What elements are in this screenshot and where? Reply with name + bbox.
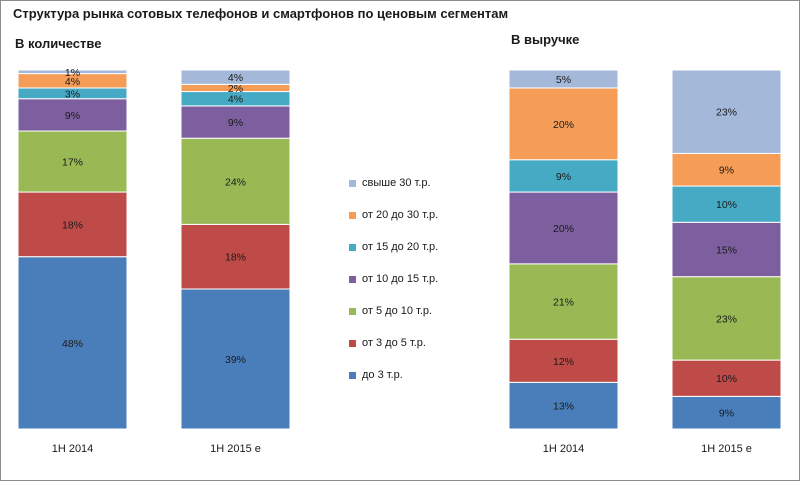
panel-subtitle-quantity: В количестве (15, 36, 102, 51)
legend-swatch (349, 276, 356, 283)
data-label: 13% (553, 401, 574, 413)
data-label: 4% (65, 76, 80, 88)
legend-label: до 3 т.р. (362, 369, 403, 381)
bar-segment (671, 359, 782, 397)
legend-item: от 20 до 30 т.р. (349, 209, 438, 241)
data-label: 18% (225, 252, 246, 264)
category-label: 1H 2015 e (210, 443, 261, 455)
data-label: 24% (225, 176, 246, 188)
bar-segment (180, 137, 291, 225)
chart-title: Структура рынка сотовых телефонов и смар… (13, 6, 509, 21)
bar-segment (671, 69, 782, 154)
bar-segment (508, 159, 619, 193)
data-label: 48% (62, 338, 83, 350)
bar-segment (17, 98, 128, 132)
legend-item: от 5 до 10 т.р. (349, 305, 438, 337)
data-label: 15% (716, 245, 737, 257)
data-label: 5% (556, 74, 571, 86)
bar-segment (17, 130, 128, 193)
legend-label: от 15 до 20 т.р. (362, 241, 439, 253)
legend-swatch (349, 244, 356, 251)
legend-item: от 3 до 5 т.р. (349, 337, 438, 369)
data-label: 20% (553, 119, 574, 131)
legend-swatch (349, 372, 356, 379)
data-label: 23% (716, 313, 737, 325)
data-label: 9% (719, 165, 734, 177)
bar-segment (17, 256, 128, 430)
data-label: 4% (228, 94, 243, 106)
category-label: 1H 2015 e (701, 443, 752, 455)
bar-segment (508, 381, 619, 430)
data-label: 21% (553, 297, 574, 309)
legend-swatch (349, 340, 356, 347)
data-label: 12% (553, 356, 574, 368)
data-label: 17% (62, 157, 83, 169)
bar-segment (180, 69, 291, 85)
legend-swatch (349, 212, 356, 219)
bar-segment (180, 288, 291, 430)
bar-segment (508, 338, 619, 383)
legend-label: от 20 до 30 т.р. (362, 209, 439, 221)
data-label: 2% (228, 83, 243, 95)
legend-item: от 15 до 20 т.р. (349, 241, 438, 273)
legend-swatch (349, 308, 356, 315)
legend-item: до 3 т.р. (349, 369, 438, 401)
legend-label: от 3 до 5 т.р. (362, 337, 426, 349)
data-label: 3% (65, 88, 80, 100)
legend-item: от 10 до 15 т.р. (349, 273, 438, 305)
data-label: 4% (228, 72, 243, 84)
bar-segment (508, 69, 619, 89)
data-label: 23% (716, 107, 737, 119)
legend-item: свыше 30 т.р. (349, 177, 438, 209)
bar-segment (17, 69, 128, 75)
bar-segment (180, 223, 291, 290)
category-label: 1H 2014 (52, 443, 94, 455)
legend-label: свыше 30 т.р. (362, 177, 431, 189)
bar-segment (180, 105, 291, 139)
data-label: 9% (556, 171, 571, 183)
data-label: 9% (228, 117, 243, 129)
data-label: 10% (716, 373, 737, 385)
data-label: 10% (716, 199, 737, 211)
bar-segment (17, 191, 128, 258)
panel-subtitle-revenue: В выручке (511, 32, 580, 47)
bar-segment (671, 276, 782, 361)
legend-swatch (349, 180, 356, 187)
bar-segment (671, 152, 782, 187)
category-label: 1H 2014 (543, 443, 585, 455)
data-label: 9% (719, 408, 734, 420)
data-label: 18% (62, 219, 83, 231)
data-label: 20% (553, 223, 574, 235)
bar-segment (508, 87, 619, 161)
bar-segment (671, 395, 782, 430)
data-label: 9% (65, 110, 80, 122)
bar-segment (508, 191, 619, 265)
legend-label: от 10 до 15 т.р. (362, 273, 439, 285)
chart-legend: свыше 30 т.р. от 20 до 30 т.р. от 15 до 20… (349, 177, 438, 401)
bar-segment (671, 185, 782, 223)
data-label: 1% (65, 67, 80, 79)
legend-label: от 5 до 10 т.р. (362, 305, 433, 317)
bar-segment (671, 221, 782, 278)
data-label: 39% (225, 354, 246, 366)
